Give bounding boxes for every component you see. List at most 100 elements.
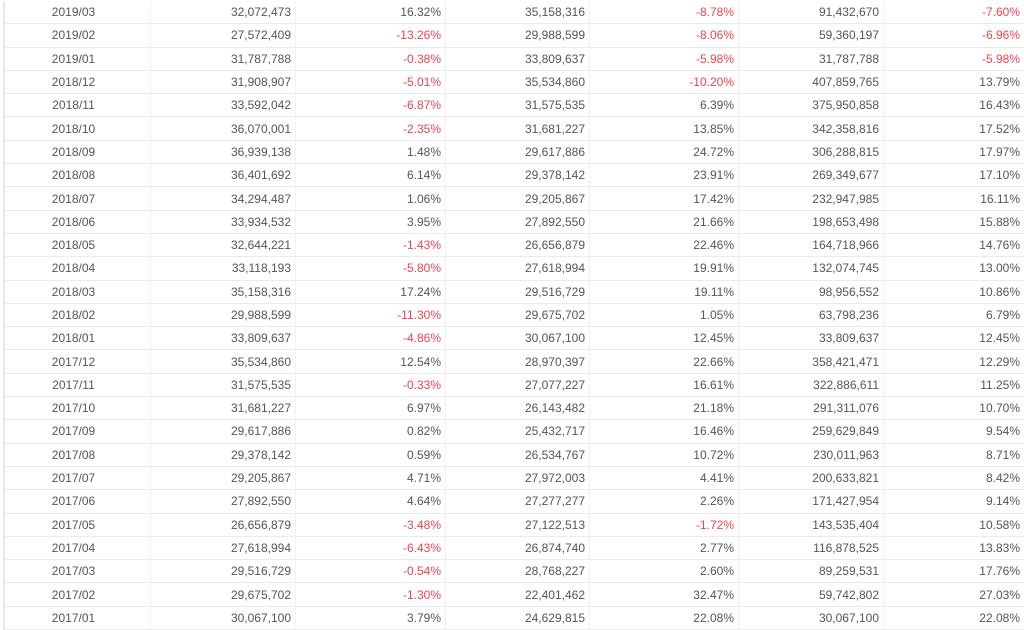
cumulative-value-cell: 375,950,858 <box>739 94 884 117</box>
cumulative-change-cell: 16.43% <box>979 98 1020 113</box>
value-b-change-cell: -5.98% <box>590 47 739 70</box>
value-a-cell: 29,205,867 <box>151 466 296 490</box>
table-row: 2017/09 29,617,886 0.82% 25,432,717 16.46% 25… <box>5 420 1024 444</box>
value-b-change-cell: 1.05% <box>590 303 739 327</box>
cumulative-value-cell: 230,011,963 <box>739 443 884 466</box>
month-cell: 2017/12 <box>5 350 151 373</box>
value-a-change-cell: -0.38% <box>296 47 446 70</box>
table-row: 2017/06 27,892,550 4.64% 27,277,277 2.26% 171… <box>5 490 1024 514</box>
month-cell: 2018/06 <box>5 210 151 233</box>
value-a-cell: 33,934,532 <box>151 210 296 233</box>
month-cell: 2017/04 <box>5 536 151 560</box>
month-cell: 2017/01 <box>5 606 151 630</box>
cumulative-change-cell: 9.54% <box>985 424 1020 439</box>
value-a-cell: 26,656,879 <box>151 513 296 536</box>
cumulative-change-cell: 17.97% <box>979 144 1020 159</box>
month-cell: 2018/11 <box>5 94 151 117</box>
cumulative-change-cell: 17.76% <box>979 564 1020 579</box>
cumulative-change-cell: -7.60% <box>981 5 1020 20</box>
cumulative-change-cell: 10.58% <box>979 517 1020 532</box>
cumulative-value-cell: 164,718,966 <box>739 233 884 257</box>
value-b-change-cell: 22.46% <box>590 233 739 257</box>
month-cell: 2017/10 <box>5 397 151 420</box>
value-a-cell: 33,118,193 <box>151 257 296 280</box>
month-cell: 2018/09 <box>5 140 151 164</box>
cumulative-change-cell: 13.79% <box>979 75 1020 90</box>
value-a-change-cell: 17.24% <box>296 280 446 303</box>
cumulative-change-cell: -6.96% <box>981 28 1020 43</box>
value-b-cell: 22,401,462 <box>446 583 590 606</box>
month-cell: 2017/09 <box>5 420 151 443</box>
table-row: 2018/09 36,939,138 1.48% 29,617,886 24.72% 30… <box>5 140 1024 165</box>
month-cell: 2018/02 <box>5 303 151 327</box>
value-b-change-cell: 19.11% <box>590 280 739 303</box>
value-b-cell: 27,122,513 <box>446 513 590 536</box>
value-a-cell: 27,892,550 <box>151 490 296 513</box>
table-row: 2018/03 35,158,316 17.24% 29,516,729 19.11% 9… <box>5 280 1024 304</box>
cumulative-change-cell: 12.29% <box>979 354 1020 369</box>
cumulative-value-cell: 269,349,677 <box>739 164 884 187</box>
value-a-change-cell: -5.80% <box>296 257 446 280</box>
month-cell: 2018/04 <box>5 257 151 280</box>
cumulative-change-cell: 13.00% <box>979 261 1020 276</box>
cumulative-value-cell: 200,633,821 <box>739 466 884 490</box>
cumulative-value-cell: 322,886,611 <box>739 373 884 397</box>
month-cell: 2017/07 <box>5 466 151 490</box>
value-b-cell: 27,972,003 <box>446 466 590 490</box>
value-b-change-cell: 19.91% <box>590 257 739 280</box>
value-a-change-cell: -11.30% <box>296 303 446 327</box>
cumulative-change-cell: 12.45% <box>979 331 1020 346</box>
cumulative-value-cell: 30,067,100 <box>739 606 884 630</box>
value-a-cell: 36,939,138 <box>151 140 296 164</box>
table-row: 2017/08 29,378,142 0.59% 26,534,767 10.72% 23… <box>5 443 1024 467</box>
cumulative-value-cell: 358,421,471 <box>739 350 884 373</box>
cumulative-value-cell: 116,878,525 <box>739 536 884 560</box>
value-a-cell: 34,294,487 <box>151 187 296 210</box>
value-a-change-cell: -6.43% <box>296 536 446 560</box>
value-a-change-cell: 3.95% <box>296 210 446 233</box>
cumulative-value-cell: 59,742,802 <box>739 583 884 606</box>
value-b-cell: 29,205,867 <box>446 187 590 210</box>
value-b-change-cell: 32.47% <box>590 583 739 606</box>
table-row: 2018/02 29,988,599 -11.30% 29,675,702 1.05% 6… <box>5 303 1024 328</box>
value-b-change-cell: 21.18% <box>590 397 739 420</box>
value-b-cell: 31,681,227 <box>446 117 590 140</box>
value-a-cell: 36,401,692 <box>151 164 296 187</box>
value-a-change-cell: -6.87% <box>296 94 446 117</box>
month-cell: 2017/08 <box>5 443 151 466</box>
value-a-cell: 31,787,788 <box>151 47 296 70</box>
value-b-cell: 29,516,729 <box>446 280 590 303</box>
month-cell: 2018/01 <box>5 327 151 350</box>
table-row: 2019/01 31,787,788 -0.38% 33,809,637 -5.98% 3… <box>5 47 1024 71</box>
table-row: 2017/05 26,656,879 -3.48% 27,122,513 -1.72% 1… <box>5 513 1024 537</box>
table-row: 2017/12 35,534,860 12.54% 28,970,397 22.66% 3… <box>5 350 1024 374</box>
cumulative-change-cell: 15.88% <box>979 214 1020 229</box>
value-b-cell: 35,534,860 <box>446 70 590 94</box>
value-b-change-cell: 10.72% <box>590 443 739 466</box>
month-cell: 2019/03 <box>5 1 151 24</box>
value-b-change-cell: 22.66% <box>590 350 739 373</box>
table-row: 2018/11 33,592,042 -6.87% 31,575,535 6.39% 37… <box>5 94 1024 118</box>
month-cell: 2018/12 <box>5 70 151 94</box>
value-b-cell: 24,629,815 <box>446 606 590 630</box>
value-b-change-cell: 24.72% <box>590 140 739 164</box>
cumulative-value-cell: 259,629,849 <box>739 420 884 443</box>
cumulative-value-cell: 342,358,816 <box>739 117 884 140</box>
value-b-cell: 35,158,316 <box>446 1 590 24</box>
value-a-change-cell: 1.06% <box>296 187 446 210</box>
value-a-change-cell: 1.48% <box>296 140 446 164</box>
month-cell: 2017/11 <box>5 373 151 397</box>
month-cell: 2018/07 <box>5 187 151 210</box>
value-b-change-cell: 2.26% <box>590 490 739 513</box>
cumulative-change-cell: 13.83% <box>979 540 1020 555</box>
cumulative-value-cell: 291,311,076 <box>739 397 884 420</box>
value-a-cell: 29,988,599 <box>151 303 296 327</box>
value-a-change-cell: -13.26% <box>296 24 446 47</box>
value-a-change-cell: 3.79% <box>296 606 446 630</box>
value-b-change-cell: 17.42% <box>590 187 739 210</box>
cumulative-value-cell: 98,956,552 <box>739 280 884 303</box>
value-b-cell: 25,432,717 <box>446 420 590 443</box>
value-b-change-cell: 2.60% <box>590 560 739 583</box>
value-a-change-cell: -4.86% <box>296 327 446 350</box>
month-cell: 2019/02 <box>5 24 151 47</box>
